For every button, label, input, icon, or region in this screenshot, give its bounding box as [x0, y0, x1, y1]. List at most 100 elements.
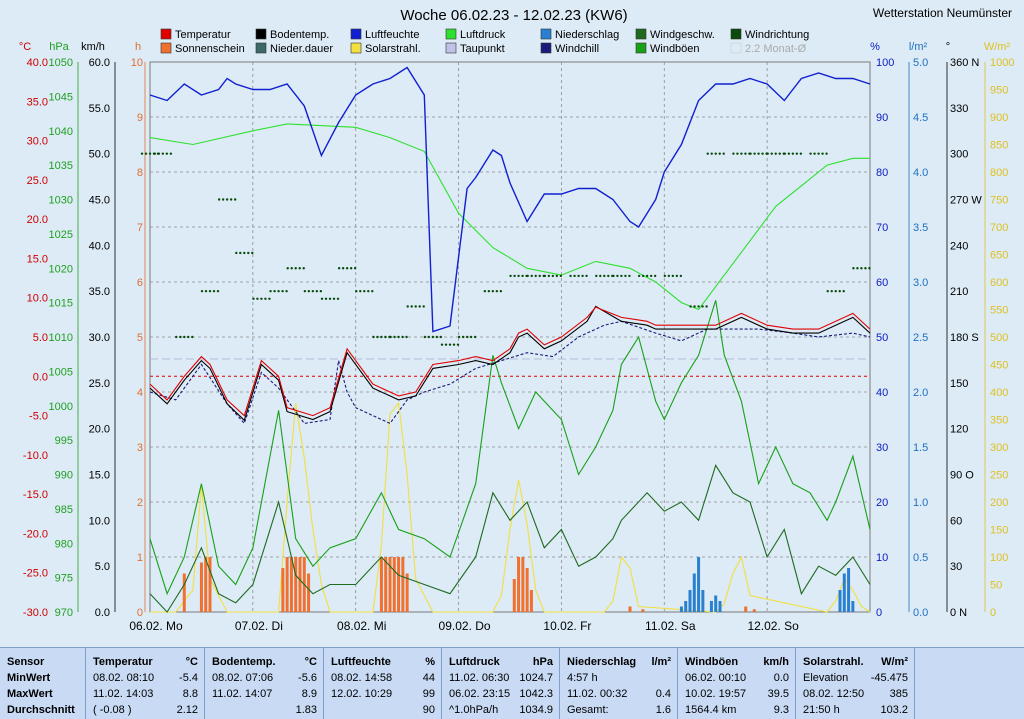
point-windrichtung	[509, 274, 512, 278]
axis-tick-lm2: 3.0	[913, 277, 928, 289]
point-windrichtung	[161, 152, 165, 155]
axis-tick-kmh: 45.0	[89, 195, 110, 207]
point-windrichtung	[371, 289, 374, 293]
stats-niederschlag-max-time: 11.02. 00:32	[567, 688, 628, 700]
axis-tick-celsius: -10.0	[23, 450, 48, 462]
axis-tick-wm2: 950	[990, 85, 1008, 97]
point-windrichtung	[359, 289, 362, 293]
axis-tick-hpa: 1020	[49, 263, 73, 275]
point-windrichtung	[200, 289, 204, 293]
stats-temperatur-min-time: 08.02. 08:10	[93, 672, 155, 684]
stats-max-label: MaxWert	[7, 688, 53, 700]
axis-tick-percent: 100	[876, 57, 894, 69]
point-windrichtung	[191, 335, 194, 339]
axis-tick-wm2: 800	[990, 167, 1008, 179]
axis-tick-percent: 40	[876, 387, 888, 399]
point-windrichtung	[157, 152, 161, 155]
stats-luftdruck-min-time: 11.02. 06:30	[449, 672, 510, 684]
axis-tick-hpa: 995	[55, 435, 73, 447]
stats-solar-avg-time: 21:50 h	[803, 704, 840, 716]
point-windrichtung	[336, 297, 340, 301]
axis-tick-hours: 7	[137, 222, 143, 234]
stats-min-label: MinWert	[7, 672, 51, 684]
legend-swatch	[445, 28, 457, 40]
point-windrichtung	[260, 297, 263, 301]
point-windrichtung	[649, 274, 653, 278]
point-windrichtung	[233, 198, 237, 201]
stats-luftdruck-max-val: 1042.3	[519, 688, 553, 700]
point-windrichtung	[595, 274, 598, 278]
legend-label: Nieder.dauer	[270, 43, 333, 55]
axis-tick-percent: 70	[876, 222, 888, 234]
point-windrichtung	[349, 267, 353, 270]
point-windrichtung	[495, 289, 499, 293]
axis-tick-degree: 210	[950, 286, 968, 298]
legend: Temperatur Sonnenschein Bodentemp. Nieder.d…	[160, 28, 809, 55]
axis-tick-degree: 0 N	[950, 607, 967, 619]
point-windrichtung	[787, 152, 791, 155]
legend-label: Luftfeuchte	[365, 29, 419, 41]
axis-tick-wm2: 850	[990, 140, 1008, 152]
axis-tick-kmh: 40.0	[89, 240, 110, 252]
axis-unit-kmh: km/h	[81, 41, 105, 53]
point-windrichtung	[401, 335, 404, 339]
point-windrichtung	[616, 274, 619, 278]
stats-luftfeuchte-avg-val: 90	[422, 704, 435, 716]
line-windben	[149, 300, 871, 596]
stats-luftdruck-min-val: 1024.7	[519, 672, 553, 684]
point-windrichtung	[612, 274, 615, 278]
axis-tick-percent: 80	[876, 167, 888, 179]
point-windrichtung	[235, 251, 238, 255]
stats-luftdruck: Luftdruck hPa 11.02. 06:30 1024.7 06.02. 23:…	[442, 648, 560, 719]
point-windrichtung	[624, 274, 627, 278]
point-windrichtung	[410, 305, 413, 308]
bar-sonnenschein	[182, 573, 186, 612]
point-windrichtung	[718, 152, 721, 155]
point-windrichtung	[431, 335, 435, 339]
axis-tick-celsius: -15.0	[23, 489, 48, 501]
point-windrichtung	[736, 152, 739, 155]
point-windrichtung	[252, 297, 255, 301]
axis-tick-hpa: 1050	[49, 57, 73, 69]
bar-sonnenschein	[208, 557, 212, 612]
axis-tick-hours: 6	[137, 277, 143, 289]
stats-bodentemp: Bodentemp. °C 08.02. 07:06 -5.6 11.02. 14:07…	[205, 648, 324, 719]
point-windrichtung	[281, 289, 284, 293]
axis-tick-hours: 5	[137, 332, 143, 344]
point-windrichtung	[225, 198, 229, 201]
bar-sonnenschein	[521, 557, 525, 612]
legend-label: Solarstrahl.	[365, 43, 421, 55]
stats-bodentemp-title: Bodentemp.	[212, 656, 276, 668]
point-windrichtung	[144, 152, 148, 155]
stats-windboeen-avg-time: 1564.4 km	[685, 704, 737, 716]
point-windrichtung	[169, 152, 173, 155]
point-windrichtung	[268, 297, 271, 301]
point-windrichtung	[710, 152, 713, 155]
axis-tick-hours: 9	[137, 112, 143, 124]
point-windrichtung	[251, 251, 254, 255]
point-windrichtung	[389, 335, 392, 339]
axis-tick-hpa: 1030	[49, 195, 73, 207]
legend-swatch	[540, 28, 552, 40]
axis-tick-hpa: 1015	[49, 298, 73, 310]
point-windrichtung	[799, 152, 803, 155]
day-label: 06.02. Mo	[129, 619, 183, 633]
point-windrichtung	[148, 152, 152, 155]
axis-tick-kmh: 25.0	[89, 378, 110, 390]
point-windrichtung	[641, 274, 645, 278]
bar-sonnenschein	[517, 557, 521, 612]
axis-tick-percent: 0	[876, 607, 882, 619]
point-windrichtung	[298, 267, 301, 270]
station-name: Wetterstation Neumünster	[873, 6, 1012, 20]
point-windrichtung	[456, 343, 460, 346]
legend-swatch	[635, 28, 647, 40]
bar-sonnenschein	[204, 557, 208, 612]
point-windrichtung	[722, 152, 725, 155]
point-windrichtung	[187, 335, 190, 339]
stats-solar-min-val: -45.475	[870, 672, 908, 684]
point-windrichtung	[384, 335, 387, 339]
axis-tick-lm2: 0.5	[913, 552, 928, 564]
axis-tick-hpa: 985	[55, 504, 73, 516]
stats-luftfeuchte-max-time: 12.02. 10:29	[331, 688, 393, 700]
point-windrichtung	[555, 274, 559, 278]
